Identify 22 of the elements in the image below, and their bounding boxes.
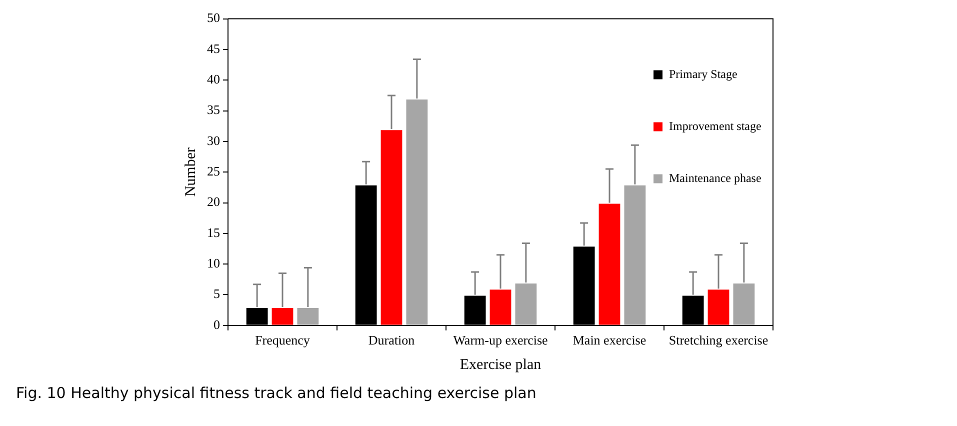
x-tick-label: Main exercise (572, 332, 646, 348)
x-tick-label: Duration (368, 332, 416, 348)
y-tick-label: 40 (207, 72, 220, 87)
legend-label: Maintenance phase (669, 170, 762, 185)
y-tick-label: 45 (207, 40, 220, 56)
x-axis-title: Exercise plan (460, 356, 542, 373)
x-tick-label: Frequency (255, 332, 310, 348)
legend-label: Primary Stage (669, 66, 738, 81)
y-axis-title: Number (182, 148, 199, 197)
y-tick-label: 30 (207, 132, 220, 148)
y-tick-label: 25 (207, 164, 220, 179)
y-tick-label: 50 (207, 10, 220, 26)
y-tick-label: 10 (207, 256, 220, 270)
y-tick-label: 5 (214, 286, 220, 302)
y-tick-label: 35 (207, 102, 220, 118)
text: Fig. 10 Healthy physical fitness track and field teaching exercise plan (16, 384, 538, 402)
x-tick-label: Warm-up exercise (453, 332, 548, 348)
y-tick-label: 20 (207, 194, 220, 210)
x-tick-label: Stretching exercise (668, 332, 768, 348)
legend-label: Improvement stage (669, 118, 762, 133)
y-tick-label: 0 (214, 316, 220, 332)
y-tick-label: 15 (207, 224, 220, 240)
